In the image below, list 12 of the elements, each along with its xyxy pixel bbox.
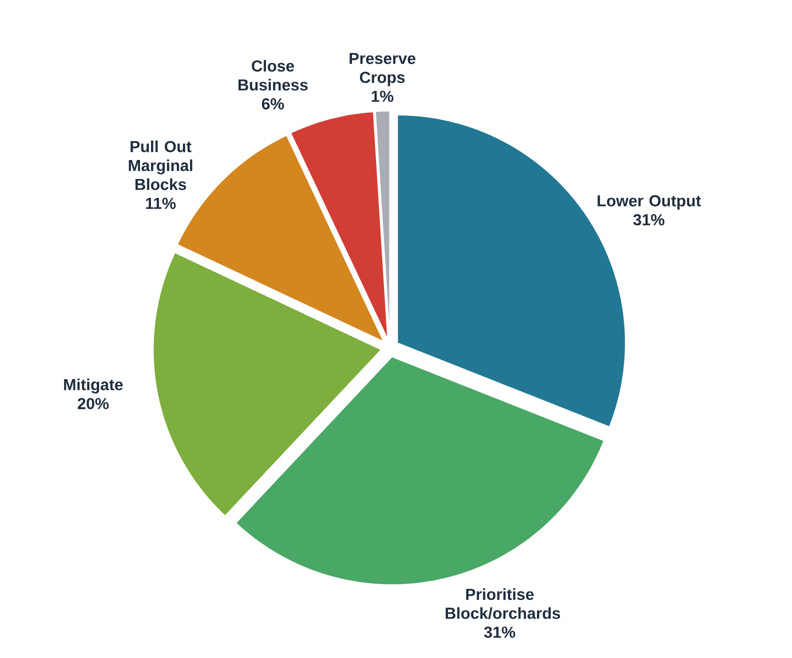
data-label: 6% [262,98,284,110]
slice-label: Mitigate [64,378,123,394]
slice-label: Close Business [238,60,308,91]
slice-label: Preserve Crops [350,52,416,86]
data-label: 11% [146,198,176,209]
slice-label: Pull Out Marginal Blocks [128,140,192,190]
data-label: 31% [633,214,664,226]
slice-label: Prioritise Block/orchards [446,588,560,620]
slice-label: Lower Output [598,195,701,210]
data-label: 20% [78,398,109,410]
data-label: 1% [372,90,394,102]
data-label: 31% [484,626,516,638]
